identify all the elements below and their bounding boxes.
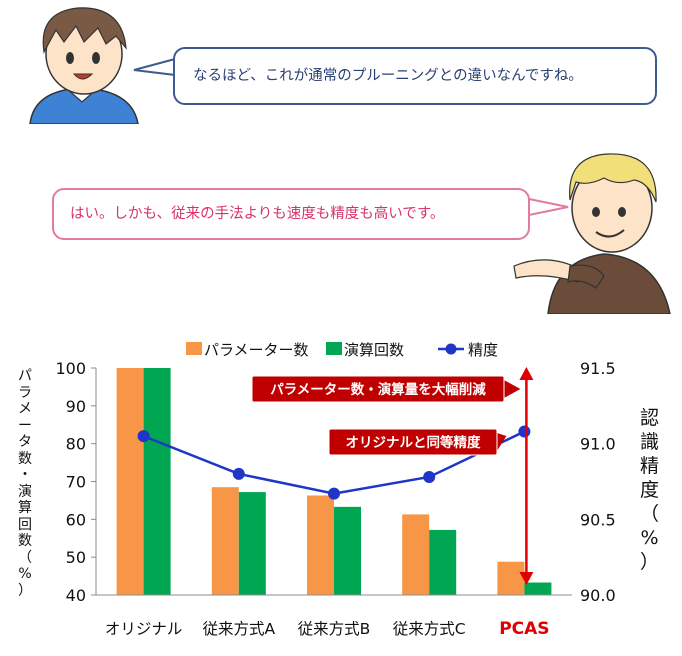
y-axis-title-right-char: % <box>640 527 659 549</box>
man-speech-bubble: はい。しかも、従来の手法よりも速度も精度も高いです。 <box>52 188 530 240</box>
chart-bars <box>116 368 552 595</box>
boy-character <box>29 7 139 124</box>
bar-パラメーター数-従来方式C <box>402 514 430 595</box>
y-tick-label-left: 80 <box>66 435 86 454</box>
boy-speech-bubble: なるほど、これが通常のプルーニングとの違いなんですね。 <box>173 47 657 105</box>
callout-box-1 <box>251 375 505 403</box>
bar-演算回数-オリジナル <box>143 368 171 595</box>
y-axis-title-left-char: ・ <box>18 467 32 483</box>
y-axis-title-left-char: 回 <box>18 516 32 533</box>
legend-label-演算回数: 演算回数 <box>344 341 404 359</box>
x-tick-label: PCAS <box>499 619 549 639</box>
accuracy-line <box>137 425 531 500</box>
y-axis-title-right-char: 認 <box>640 407 660 429</box>
point-精度-従来方式B <box>328 487 340 500</box>
y-axis-title-left-char: メ <box>18 401 32 417</box>
x-axis-labels: オリジナル 従来方式A 従来方式B 従来方式C PCAS <box>105 619 550 639</box>
y-axis-title-left-char: ラ <box>18 384 32 401</box>
callout-box-2 <box>328 428 498 456</box>
legend-label-パラメーター数: パラメーター数 <box>204 341 309 359</box>
y-tick-label-right: 90.0 <box>580 586 616 605</box>
y-axis-title-left-char: パ <box>18 368 32 384</box>
x-tick-label: 従来方式A <box>202 620 275 638</box>
chart-legend: パラメーター数 演算回数 精度 <box>186 341 498 359</box>
bar-演算回数-従来方式C <box>429 529 457 595</box>
bar-パラメーター数-従来方式A <box>211 487 239 595</box>
y-tick-label-left: 50 <box>66 548 86 567</box>
point-精度-従来方式A <box>232 467 245 480</box>
bar-パラメーター数-従来方式B <box>307 495 334 595</box>
y-axis-title-right-char: ） <box>640 551 660 573</box>
y-axis-title-left-char: 数 <box>18 533 32 549</box>
bar-演算回数-従来方式B <box>334 506 361 595</box>
y-axis-title-right-char: 精 <box>640 455 660 477</box>
point-精度-オリジナル <box>137 430 150 443</box>
reduction-arrow-head-top <box>519 367 534 380</box>
legend-marker-精度 <box>445 343 457 355</box>
bar-パラメーター数-PCAS <box>497 561 525 595</box>
man-character <box>513 153 671 314</box>
y-axis-title-left-char: 演 <box>18 483 32 500</box>
callout-pointer-2 <box>497 433 507 451</box>
y-axis-title-left-char: ー <box>18 417 32 434</box>
y-axis-title-right-char: 度 <box>640 479 660 501</box>
x-tick-label: 従来方式C <box>393 620 466 638</box>
y-axis-title-left-char: タ <box>18 434 32 450</box>
y-tick-label-right: 91.0 <box>580 435 616 454</box>
y-tick-label-left: 60 <box>66 510 86 529</box>
y-axis-title-right-char: （ <box>640 503 660 525</box>
y-tick-label-left: 100 <box>55 359 86 378</box>
bar-パラメーター数-オリジナル <box>116 368 144 595</box>
y-tick-label-left: 40 <box>66 586 86 605</box>
y-tick-label-left: 90 <box>66 397 86 416</box>
callout-text-1: パラメーター数・演算量を大幅削減 <box>270 381 486 398</box>
man-speech-text: はい。しかも、従来の手法よりも速度も精度も高いです。 <box>70 206 445 222</box>
legend-label-精度: 精度 <box>468 341 498 359</box>
boy-speech-text: なるほど、これが通常のプルーニングとの違いなんですね。 <box>193 68 583 84</box>
point-精度-PCAS <box>518 425 531 438</box>
legend-swatch-演算回数 <box>326 342 342 355</box>
bar-演算回数-従来方式A <box>238 492 266 595</box>
y-axis-title-left-char: ） <box>18 582 32 599</box>
x-tick-label: 従来方式B <box>298 620 371 638</box>
x-tick-label: オリジナル <box>105 620 183 638</box>
y-axis-title-left: パラメータ数・演算回数（%） <box>18 368 32 599</box>
legend-swatch-パラメーター数 <box>186 342 202 355</box>
chart-axes: 40 50 60 70 80 90 100 90.0 90.5 91.0 91.5 <box>55 359 615 605</box>
bar-演算回数-PCAS <box>524 582 552 595</box>
reduction-arrow-head-bottom <box>519 572 534 585</box>
y-axis-title-left-char: 算 <box>18 500 32 516</box>
y-axis-title-left-char: （ <box>18 549 32 566</box>
callout-pointer-1 <box>504 380 521 398</box>
y-axis-title-right: 認識精度（%） <box>640 406 659 574</box>
y-axis-title-left-char: 数 <box>18 450 32 467</box>
y-tick-label-right: 91.5 <box>580 359 616 378</box>
boy-bubble-tail <box>133 58 176 76</box>
y-tick-label-right: 90.5 <box>580 510 616 529</box>
y-tick-label-left: 70 <box>66 473 86 492</box>
callout-text-2: オリジナルと同等精度 <box>346 434 481 451</box>
y-axis-title-left-char: % <box>18 566 32 582</box>
y-axis-title-right-char: 識 <box>640 431 660 453</box>
point-精度-従来方式C <box>423 470 436 483</box>
man-bubble-tail <box>528 198 569 216</box>
